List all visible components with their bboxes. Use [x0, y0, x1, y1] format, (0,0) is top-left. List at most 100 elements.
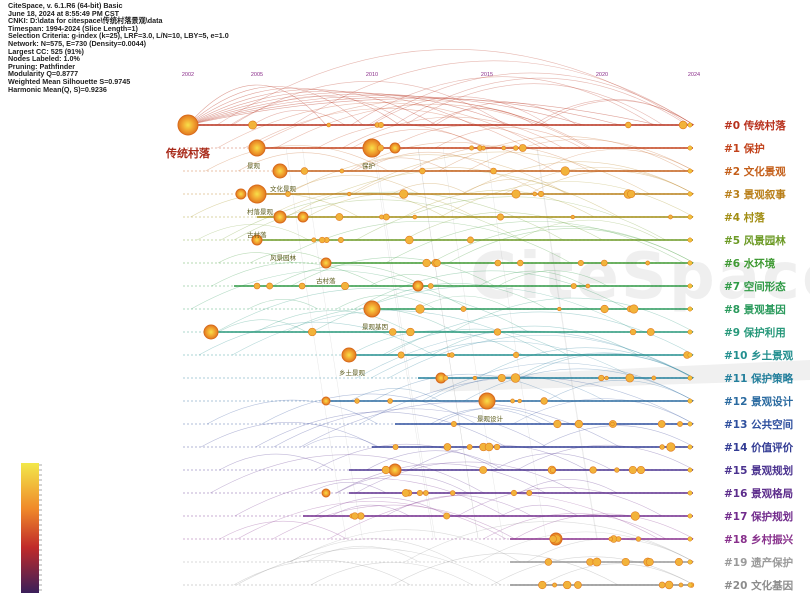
cluster-label-17: #17 保护规划 [724, 510, 793, 523]
cluster-label-9: #9 保护利用 [724, 326, 786, 339]
keyword-node [387, 398, 393, 404]
cluster-arc [234, 477, 506, 517]
cluster-arc [306, 193, 475, 218]
cluster-arc [289, 529, 521, 563]
keyword-node [510, 398, 515, 404]
color-legend [21, 463, 39, 593]
keyword-node [510, 373, 521, 383]
keyword-node [629, 304, 639, 314]
cluster-arc [389, 125, 550, 149]
keyword-node [549, 535, 557, 543]
keyword-node [512, 351, 520, 359]
cluster-label-1: #1 保护 [724, 142, 765, 155]
keyword-node [557, 306, 562, 312]
cluster-arc [217, 102, 543, 149]
cluster-arc [517, 219, 660, 241]
year-tick-2010: 2010 [366, 72, 378, 78]
keyword-node [678, 582, 684, 588]
cluster-arc [216, 288, 529, 333]
cluster-arc [211, 262, 379, 287]
keyword-node [443, 375, 449, 381]
keyword-node [518, 144, 527, 152]
keyword-node [177, 114, 199, 136]
cluster-arc [232, 310, 550, 356]
keyword-node [635, 536, 642, 542]
keyword-node [300, 167, 309, 175]
keyword-node [248, 139, 266, 157]
keyword-node [388, 328, 397, 336]
cluster-arc [483, 513, 667, 540]
keyword-node [248, 120, 258, 130]
cluster-arc [187, 89, 437, 126]
keyword-node [677, 421, 683, 427]
keyword-node [319, 236, 326, 244]
year-tick-2020: 2020 [596, 72, 608, 78]
keyword-node [585, 283, 591, 289]
cluster-arc [350, 76, 654, 126]
cluster-arc [545, 380, 695, 402]
cluster-arc [292, 60, 695, 126]
cross-link [442, 147, 504, 540]
keyword-node [412, 280, 424, 292]
keyword-node [494, 259, 502, 267]
cluster-arc [190, 269, 469, 310]
keyword-node [615, 536, 622, 542]
keyword-node [687, 283, 693, 289]
cluster-labels-layer: #0 传统村落 #1 保护 #2 文化景观 #3 景观叙事 #4 村落 #5 风景园林 #6… [724, 119, 794, 592]
cluster-arc [289, 538, 457, 563]
keyword-node [493, 443, 501, 451]
cluster-arc [372, 374, 565, 402]
cluster-arc [513, 352, 695, 379]
keyword-node [658, 581, 666, 589]
keyword-node [423, 490, 429, 496]
cross-link [417, 147, 479, 540]
keyword-node [357, 512, 365, 520]
cluster-arc [250, 99, 592, 149]
year-tick-2005: 2005 [251, 72, 263, 78]
keyword-node [608, 536, 614, 542]
keyword-node [481, 145, 486, 151]
cluster-arc [404, 521, 695, 563]
cluster-arc [539, 149, 695, 172]
keyword-node [687, 329, 693, 335]
cluster-arc [448, 228, 695, 264]
cluster-arc [236, 547, 502, 586]
keyword-node [687, 168, 693, 174]
legend-ticks [39, 464, 42, 591]
keyword-node [574, 581, 582, 589]
cluster-arc [391, 183, 468, 195]
cluster-arc [331, 504, 410, 517]
keyword-node [266, 282, 274, 290]
cluster-arc [501, 504, 579, 517]
network-info-panel: CiteSpace, v. 6.1.R6 (64-bit) Basic June … [8, 2, 229, 93]
keyword-node [484, 442, 494, 452]
keyword-node [604, 375, 609, 381]
keyword-node [311, 237, 317, 243]
cluster-arc [314, 497, 449, 517]
cluster-arc [200, 422, 378, 448]
cluster-arc [369, 274, 454, 287]
keyword-node [553, 419, 562, 429]
info-line: Harmonic Mean(Q, S)=0.9236 [8, 84, 107, 94]
keyword-node [659, 444, 665, 450]
cluster-arc [539, 100, 695, 126]
keyword-node [415, 304, 425, 314]
cluster-arc [368, 72, 695, 126]
keyword-node [577, 259, 584, 267]
cluster-arc [521, 353, 695, 379]
cluster-arc [290, 257, 495, 287]
keyword-node [574, 419, 583, 429]
cluster-arc [457, 487, 663, 517]
cluster-arc [478, 270, 586, 287]
cluster-arc [519, 479, 618, 494]
keyword-node [664, 580, 674, 590]
cluster-arc [349, 141, 556, 172]
keyword-node [600, 259, 608, 267]
keyword-node [247, 184, 267, 204]
keyword-node [339, 168, 345, 174]
cluster-arc [272, 264, 424, 287]
keyword-node [377, 121, 384, 129]
keyword-node [419, 167, 426, 175]
keyword-node [687, 536, 693, 542]
